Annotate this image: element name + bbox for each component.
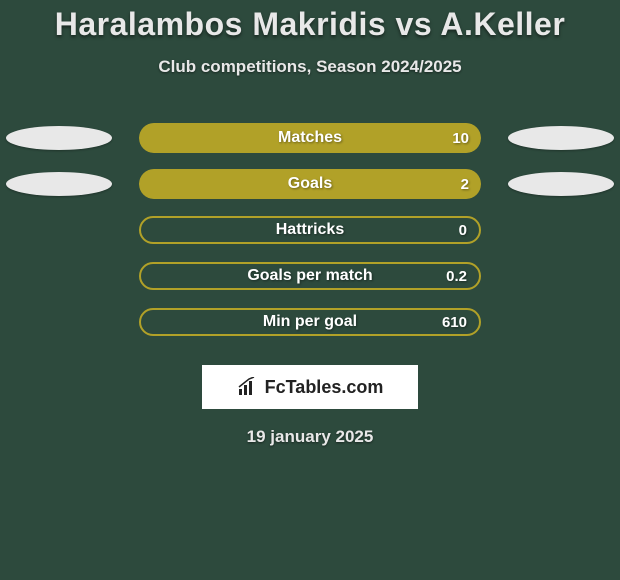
stat-row: Hattricks0 bbox=[0, 207, 620, 253]
stat-rows: Matches10 Goals2 Hattricks0 Goals per match… bbox=[0, 115, 620, 345]
stat-row: Matches10 bbox=[0, 115, 620, 161]
ellipse-right bbox=[508, 126, 614, 150]
ellipse-left bbox=[6, 172, 112, 196]
site-badge: FcTables.com bbox=[202, 365, 418, 409]
ellipse-left bbox=[6, 126, 112, 150]
infographic-container: Haralambos Makridis vs A.Keller Club com… bbox=[0, 0, 620, 580]
bar-chart-icon bbox=[237, 377, 259, 397]
stat-value-right: 0.2 bbox=[446, 268, 467, 285]
stat-label: Hattricks bbox=[141, 221, 479, 239]
pill-fill bbox=[139, 123, 481, 153]
stat-pill: Goals per match0.2 bbox=[139, 262, 481, 290]
date-text: 19 january 2025 bbox=[0, 427, 620, 447]
stat-pill: Min per goal610 bbox=[139, 308, 481, 336]
stat-row: Min per goal610 bbox=[0, 299, 620, 345]
ellipse-right bbox=[508, 172, 614, 196]
stat-value-right: 610 bbox=[442, 314, 467, 331]
stat-row: Goals per match0.2 bbox=[0, 253, 620, 299]
stat-value-right: 0 bbox=[459, 222, 467, 239]
stat-label: Min per goal bbox=[141, 313, 479, 331]
stat-label: Goals per match bbox=[141, 267, 479, 285]
subtitle: Club competitions, Season 2024/2025 bbox=[0, 57, 620, 77]
stat-pill: Matches10 bbox=[139, 123, 481, 153]
pill-fill bbox=[139, 169, 481, 199]
site-text: FcTables.com bbox=[265, 377, 384, 398]
stat-value-right: 10 bbox=[452, 130, 469, 147]
stat-pill: Goals2 bbox=[139, 169, 481, 199]
stat-pill: Hattricks0 bbox=[139, 216, 481, 244]
stat-value-right: 2 bbox=[461, 176, 469, 193]
stat-row: Goals2 bbox=[0, 161, 620, 207]
page-title: Haralambos Makridis vs A.Keller bbox=[0, 6, 620, 43]
